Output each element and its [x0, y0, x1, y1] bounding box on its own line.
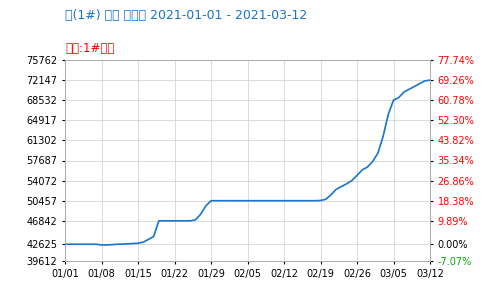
Text: 品名:1#锑锭: 品名:1#锑锭	[65, 42, 114, 55]
Text: 锑(1#) 华东 市场价 2021-01-01 - 2021-03-12: 锑(1#) 华东 市场价 2021-01-01 - 2021-03-12	[65, 9, 307, 22]
